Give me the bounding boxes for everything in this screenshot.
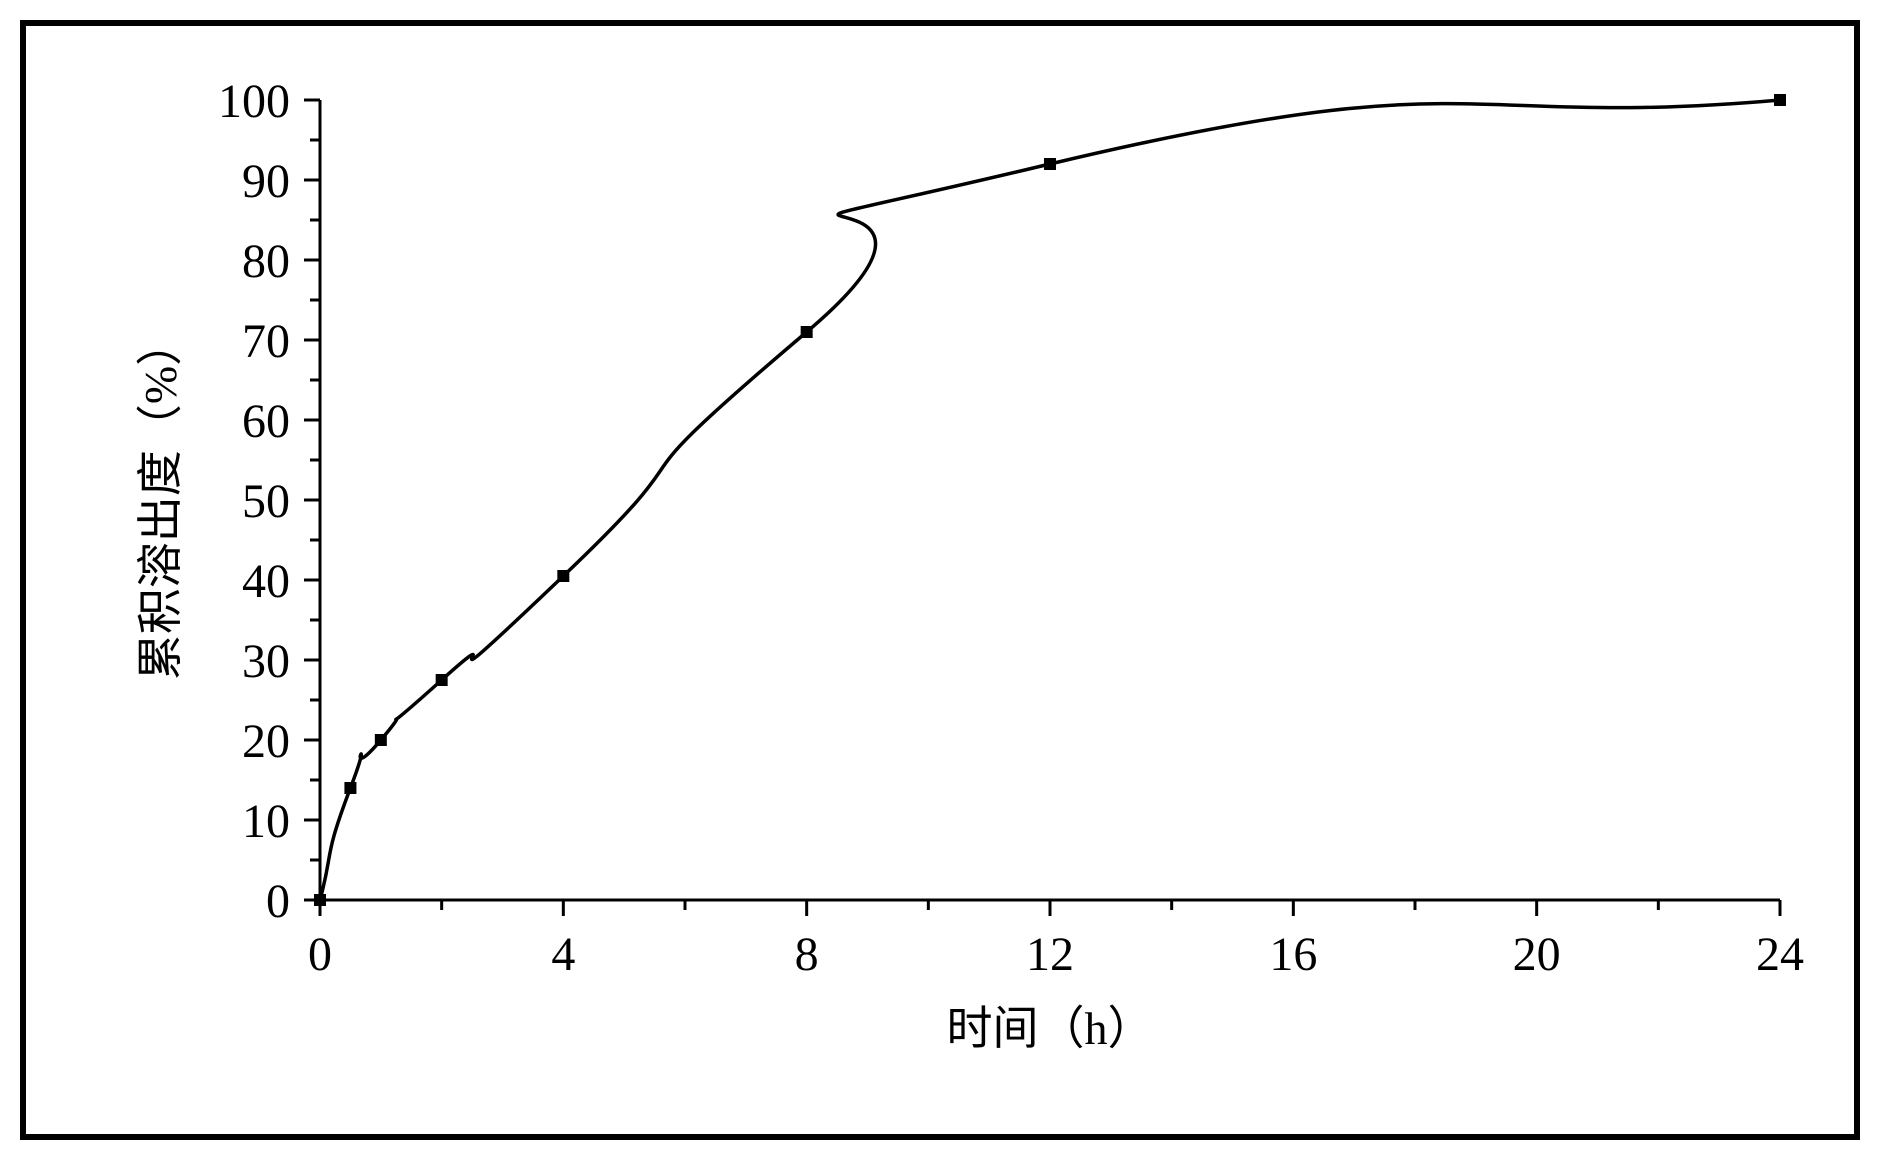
data-marker (344, 782, 356, 794)
y-tick-label: 80 (242, 235, 290, 288)
chart-svg: 0 4 8 12 16 20 24 0 10 20 30 40 50 60 70 80 90 100 时间（h） 累积… (20, 20, 1860, 1140)
data-marker (557, 570, 569, 582)
x-tick-label: 12 (1026, 928, 1074, 981)
y-axis-label: 累积溶出度（%） (135, 320, 186, 680)
x-tick-label: 4 (551, 928, 575, 981)
data-marker (375, 734, 387, 746)
x-tick-label: 8 (795, 928, 819, 981)
x-tick-label: 0 (308, 928, 332, 981)
data-marker (1044, 158, 1056, 170)
data-marker (436, 674, 448, 686)
x-axis-label: 时间（h） (947, 1003, 1154, 1054)
y-tick-label: 10 (242, 795, 290, 848)
y-tick-label: 50 (242, 475, 290, 528)
y-tick-label: 90 (242, 155, 290, 208)
y-tick-label: 60 (242, 395, 290, 448)
data-marker (314, 894, 326, 906)
x-tick-label: 20 (1513, 928, 1561, 981)
y-tick-label: 20 (242, 715, 290, 768)
x-tick-label: 16 (1269, 928, 1317, 981)
y-tick-label: 30 (242, 635, 290, 688)
y-tick-label: 70 (242, 315, 290, 368)
data-marker (801, 326, 813, 338)
series-curve (320, 100, 1780, 900)
dissolution-chart: 0 4 8 12 16 20 24 0 10 20 30 40 50 60 70 80 90 100 时间（h） 累积… (20, 20, 1860, 1140)
y-tick-label: 40 (242, 555, 290, 608)
y-tick-label: 0 (266, 875, 290, 928)
y-tick-label: 100 (218, 75, 290, 128)
x-tick-label: 24 (1756, 928, 1804, 981)
data-marker (1774, 94, 1786, 106)
